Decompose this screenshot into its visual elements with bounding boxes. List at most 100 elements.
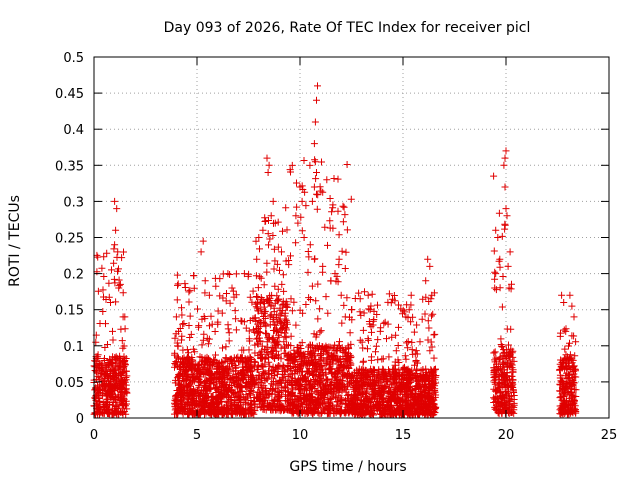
data-point (241, 410, 249, 418)
chart-title: Day 093 of 2026, Rate Of TEC Index for r… (164, 20, 531, 36)
data-point (264, 370, 272, 378)
data-point (230, 389, 238, 397)
data-point (238, 387, 246, 395)
data-point (501, 225, 509, 233)
data-point (226, 299, 234, 307)
data-point (253, 329, 261, 337)
data-point (232, 326, 240, 334)
data-point (201, 357, 208, 365)
data-point (121, 313, 129, 321)
data-point (338, 319, 346, 327)
data-point (283, 226, 291, 234)
data-point (114, 248, 122, 256)
data-point (273, 381, 281, 389)
data-point (199, 237, 207, 245)
data-point (200, 363, 208, 371)
data-point (119, 344, 127, 352)
data-point (292, 239, 300, 247)
data-point (317, 187, 325, 195)
data-point (186, 359, 194, 367)
data-point (106, 370, 114, 378)
data-point (238, 370, 246, 378)
data-point (340, 301, 348, 309)
data-point (217, 372, 225, 380)
data-point (91, 409, 99, 417)
data-point (234, 384, 242, 392)
data-point (314, 315, 322, 323)
data-point (246, 293, 254, 301)
data-point (266, 292, 274, 300)
data-point (327, 277, 335, 285)
data-point (364, 345, 371, 353)
data-point (185, 349, 192, 357)
data-point (274, 285, 282, 293)
data-point (184, 410, 192, 418)
data-point (186, 334, 194, 341)
data-point (491, 275, 499, 283)
data-point (280, 371, 288, 379)
data-point (229, 409, 237, 417)
data-point (176, 400, 184, 408)
data-point (270, 372, 278, 379)
data-point (99, 286, 107, 294)
data-point (188, 376, 196, 384)
data-point (278, 280, 286, 288)
data-point (190, 272, 198, 279)
data-point (189, 356, 197, 364)
data-point (251, 379, 259, 387)
data-point (236, 399, 244, 407)
data-point (119, 410, 127, 418)
data-point (240, 318, 248, 326)
data-point (413, 321, 421, 329)
data-point (211, 410, 219, 418)
data-point (282, 334, 290, 342)
data-point (194, 305, 201, 313)
data-point (266, 311, 274, 319)
data-point (178, 407, 186, 415)
data-point (240, 376, 248, 384)
data-point (178, 311, 186, 319)
data-point (111, 379, 119, 387)
x-tick-label: 15 (395, 428, 412, 443)
data-point (172, 410, 180, 418)
data-point (410, 328, 418, 336)
data-point (188, 409, 196, 417)
data-point (298, 197, 306, 205)
data-point (208, 405, 216, 413)
data-point (407, 291, 415, 299)
data-point (110, 367, 118, 375)
data-point (280, 349, 288, 357)
data-point (348, 306, 355, 314)
data-point (496, 263, 504, 271)
data-point (491, 348, 499, 356)
data-point (343, 226, 351, 234)
data-point (212, 351, 219, 359)
data-point (509, 368, 517, 376)
data-point (339, 218, 347, 226)
data-point (111, 241, 119, 249)
data-point (251, 349, 259, 357)
data-point (282, 204, 290, 212)
data-point (123, 389, 131, 397)
data-point (192, 375, 200, 383)
data-point (426, 262, 434, 270)
data-point (272, 406, 280, 414)
data-point (190, 397, 198, 405)
data-point (262, 329, 269, 337)
data-point (260, 281, 268, 289)
data-point (492, 270, 500, 278)
data-point (123, 372, 131, 380)
data-point (123, 405, 131, 413)
x-tick-label: 10 (292, 428, 309, 443)
data-point (253, 335, 260, 343)
data-point (261, 355, 269, 363)
data-point (275, 393, 283, 401)
data-point (91, 394, 99, 402)
data-point (99, 382, 106, 390)
data-point (408, 338, 416, 346)
data-point (218, 309, 226, 317)
data-point (214, 360, 222, 368)
data-point (287, 295, 295, 303)
y-tick-label: 0.5 (63, 51, 84, 66)
data-point (245, 335, 253, 343)
